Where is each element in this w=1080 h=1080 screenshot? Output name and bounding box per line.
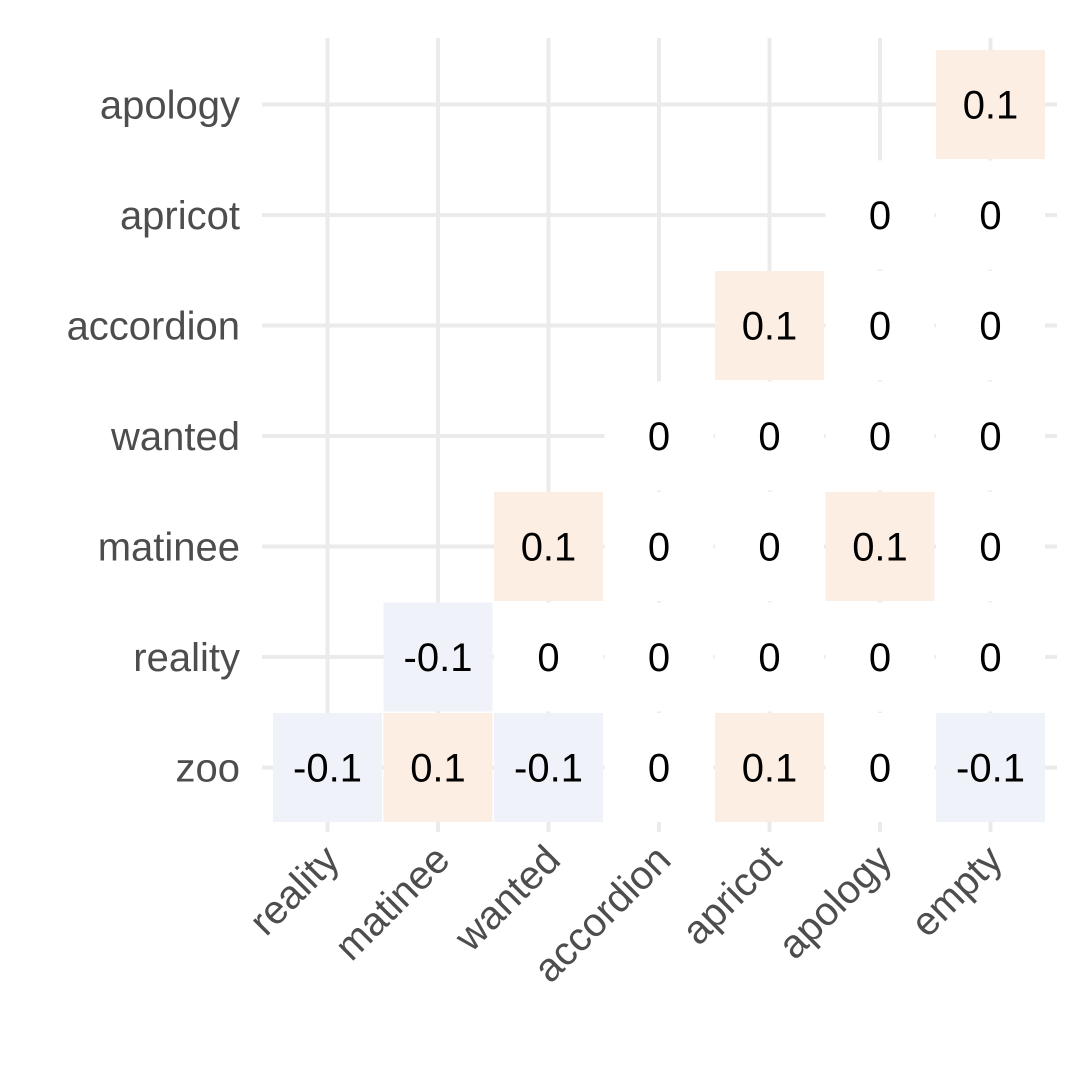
cell-value-label: 0 — [648, 526, 670, 570]
y-tick-label: apology — [100, 84, 240, 128]
cell-value-label: 0 — [869, 305, 891, 349]
heatmap-cell — [825, 381, 935, 491]
heatmap-cell — [715, 713, 824, 822]
cell-value-label: 0 — [758, 526, 780, 570]
cell-value-label: 0 — [979, 415, 1001, 459]
y-tick-label: reality — [133, 636, 240, 680]
x-tick-label: matinee — [327, 837, 459, 969]
y-axis: zoo reality matinee wanted accordion apricot a… — [67, 84, 272, 791]
y-tick-label: apricot — [120, 194, 240, 238]
cell-value-label: 0.1 — [742, 747, 798, 791]
heatmap-cell — [715, 381, 824, 491]
heatmap-cell — [715, 602, 824, 712]
heatmap-cell — [825, 492, 935, 601]
cell-value-label: 0 — [979, 526, 1001, 570]
heatmap-cell — [494, 602, 603, 712]
x-tick-label: reality — [241, 837, 348, 944]
heatmap-cell — [936, 50, 1045, 159]
cell-value-label: 0 — [648, 415, 670, 459]
cell-value-label: 0 — [758, 636, 780, 680]
heatmap-cell — [383, 713, 493, 822]
y-tick-label: accordion — [67, 305, 240, 349]
cell-value-label: 0.1 — [852, 526, 908, 570]
cell-value-label: 0.1 — [410, 747, 466, 791]
heatmap-cell — [604, 381, 714, 491]
cell-value-label: 0 — [869, 415, 891, 459]
heatmap-cell — [604, 602, 714, 712]
cell-value-label: 0 — [869, 636, 891, 680]
heatmap-cell — [604, 713, 714, 822]
heatmap-cell — [715, 271, 824, 380]
cell-value-label: 0.1 — [521, 526, 577, 570]
heatmap-cell — [936, 271, 1045, 380]
cell-value-label: -0.1 — [956, 747, 1025, 791]
cell-value-label: 0.1 — [963, 84, 1019, 128]
cell-value-label: -0.1 — [514, 747, 583, 791]
cell-value-label: 0 — [869, 747, 891, 791]
heatmap-cell — [936, 713, 1045, 822]
y-tick-label: matinee — [98, 526, 240, 570]
heatmap-cell — [715, 492, 824, 601]
y-tick-label: zoo — [176, 747, 241, 791]
heatmap-cell — [825, 713, 935, 822]
cell-value-label: 0 — [979, 636, 1001, 680]
heatmap-cell — [494, 492, 603, 601]
cell-value-label: -0.1 — [404, 636, 473, 680]
cell-value-label: 0.1 — [742, 305, 798, 349]
x-axis: realitymatineewantedaccordionapricotapol… — [241, 822, 1011, 991]
heatmap-cell — [936, 602, 1045, 712]
cell-value-label: 0 — [537, 636, 559, 680]
heatmap-cell — [936, 160, 1045, 270]
cell-value-label: 0 — [758, 415, 780, 459]
heatmap-cell — [383, 602, 493, 712]
heatmap-cell — [825, 271, 935, 380]
heatmap-cell — [825, 602, 935, 712]
cell-value-label: 0 — [979, 194, 1001, 238]
heatmap-cell — [936, 381, 1045, 491]
cell-value-label: -0.1 — [293, 747, 362, 791]
cell-value-label: 0 — [648, 636, 670, 680]
heatmap-cell — [273, 713, 382, 822]
cell-layer: -0.1 0.1 -0.1 0 0.1 0 -0.1 -0.1 0 0 0 0 0 0.1 0 0 0.1 0 0 0… — [273, 50, 1045, 822]
x-tick-label: apology — [770, 837, 900, 967]
cell-value-label: 0 — [869, 194, 891, 238]
heatmap-cell — [494, 713, 603, 822]
y-tick-label: wanted — [110, 415, 240, 459]
cell-value-label: 0 — [648, 747, 670, 791]
x-tick-label: empty — [903, 837, 1011, 945]
heatmap-cell — [936, 492, 1045, 601]
heatmap-cell — [604, 492, 714, 601]
heatmap-cell — [825, 160, 935, 270]
cell-value-label: 0 — [979, 305, 1001, 349]
